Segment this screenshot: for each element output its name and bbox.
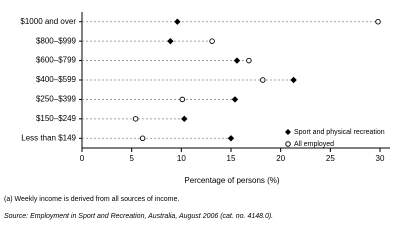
x-tick-label: 10 [177, 154, 186, 163]
y-tick-label: $1000 and over [20, 17, 76, 26]
marker-diamond [174, 18, 181, 25]
x-tick-label: 30 [376, 154, 385, 163]
marker-circle [375, 18, 381, 25]
marker-diamond [181, 115, 188, 123]
marker-circle [179, 96, 186, 103]
marker-diamond [233, 57, 241, 64]
y-tick-label: $600–$799 [36, 56, 77, 65]
marker-circle [139, 135, 146, 142]
x-tick-label: 20 [276, 154, 285, 163]
legend-label: Sport and physical recreation [294, 129, 385, 136]
y-tick-label: $400–$599 [36, 75, 77, 84]
marker-diamond [167, 37, 174, 45]
x-axis-label: Percentage of persons (%) [184, 176, 279, 185]
marker-diamond [227, 135, 235, 142]
marker-circle [132, 116, 139, 122]
y-tick-label: $150–$249 [36, 114, 77, 123]
legend-marker [285, 129, 291, 135]
y-tick-label: Less than $149 [21, 133, 76, 142]
x-tick-label: 5 [129, 154, 134, 163]
x-tick-label: 0 [80, 154, 85, 163]
marker-circle [260, 77, 266, 83]
marker-circle [246, 57, 252, 64]
legend-marker [285, 141, 291, 147]
legend-label: All employed [294, 141, 334, 148]
footnote: (a) Weekly income is derived from all so… [4, 196, 179, 203]
x-tick-label: 25 [326, 154, 335, 163]
y-tick-label: $250–$399 [36, 95, 77, 104]
source: Source: Employment in Sport and Recreati… [4, 213, 273, 220]
chart: Percentage of persons (%) (a) Weekly inc… [4, 12, 390, 220]
marker-diamond [290, 76, 297, 84]
marker-diamond [231, 96, 239, 103]
x-tick-label: 15 [227, 154, 236, 163]
marker-circle [209, 38, 215, 44]
y-tick-label: $800–$999 [36, 36, 77, 45]
